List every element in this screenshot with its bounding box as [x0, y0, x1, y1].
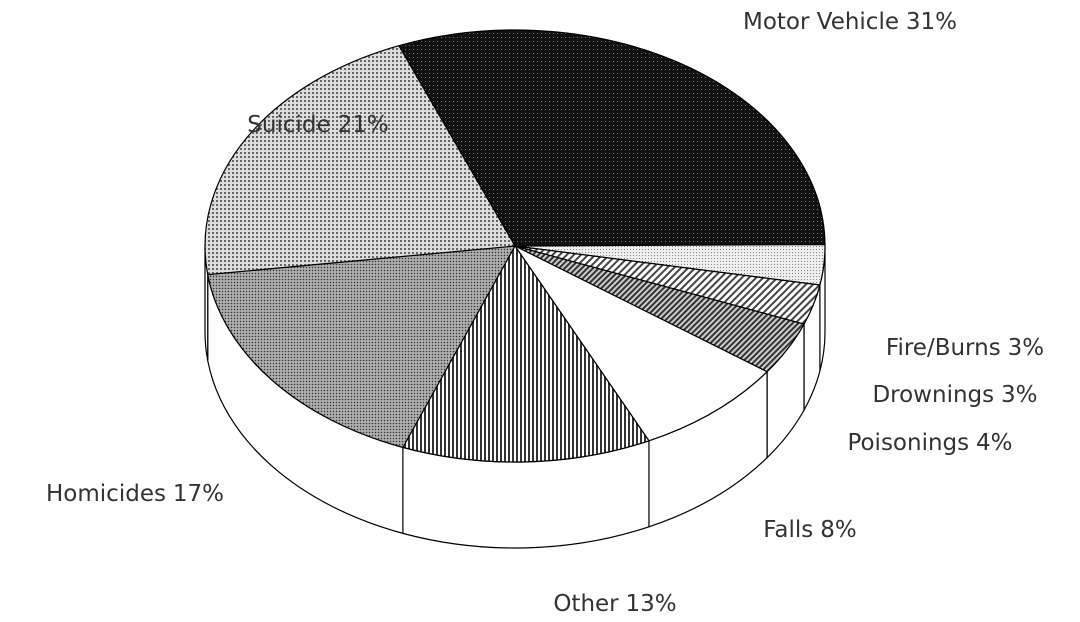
slice-name: Other	[553, 591, 619, 617]
slice-value: 17%	[173, 481, 224, 507]
slice-value: 21%	[338, 112, 389, 138]
slice-name: Suicide	[247, 112, 330, 138]
pie-slice	[397, 29, 826, 247]
slice-name: Poisonings	[847, 430, 969, 456]
slice-value: 3%	[1008, 335, 1045, 361]
slice-label: Homicides 17%	[46, 481, 224, 507]
slice-label: Poisonings 4%	[847, 430, 1012, 456]
slice-name: Drownings	[872, 382, 994, 408]
slice-name: Homicides	[46, 481, 166, 507]
slice-label: Suicide 21%	[247, 112, 388, 138]
slice-value: 13%	[626, 591, 677, 617]
pie-slice	[207, 245, 517, 449]
pie-slice	[204, 45, 516, 276]
slice-value: 8%	[820, 517, 857, 543]
slice-label: Other 13%	[553, 591, 676, 617]
slice-name: Fire/Burns	[886, 335, 1001, 361]
slice-value: 4%	[976, 430, 1013, 456]
slice-name: Falls	[763, 517, 813, 543]
slice-value: 3%	[1001, 382, 1038, 408]
slice-value: 31%	[906, 9, 957, 35]
slice-label: Fire/Burns 3%	[886, 335, 1044, 361]
slice-label: Falls 8%	[763, 517, 856, 543]
pie-slice	[401, 244, 650, 463]
slice-name: Motor Vehicle	[743, 9, 899, 35]
slice-label: Motor Vehicle 31%	[743, 9, 957, 35]
slice-label: Drownings 3%	[872, 382, 1037, 408]
pie-slice	[513, 244, 769, 442]
